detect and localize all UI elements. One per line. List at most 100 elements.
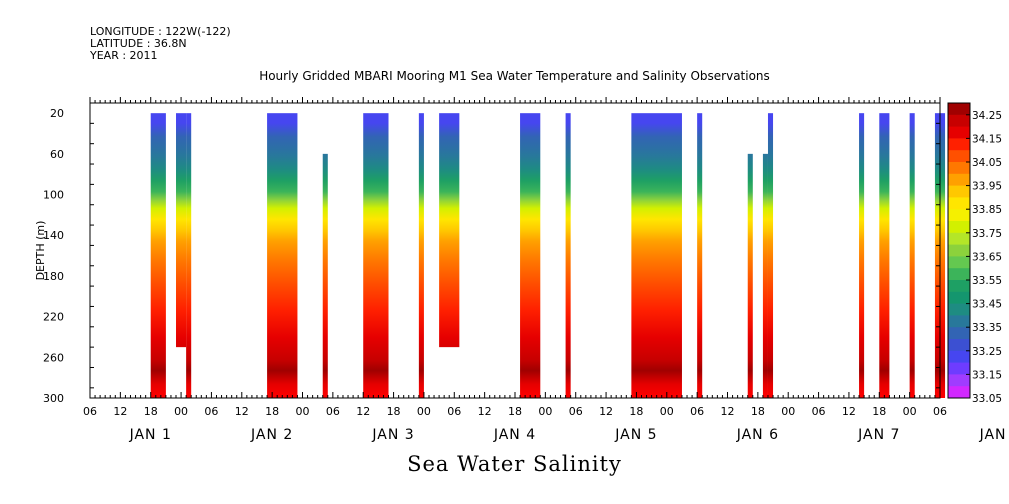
- colorbar-swatch: [948, 362, 970, 375]
- colorbar-label: 33.95: [972, 181, 1002, 193]
- colorbar-swatch: [948, 197, 970, 210]
- colorbar-swatch: [948, 232, 970, 245]
- x-hour-tick-label: 12: [356, 405, 370, 418]
- x-hour-tick-label: 00: [417, 405, 431, 418]
- x-day-label: JAN 8: [979, 427, 1009, 443]
- colorbar-label: 34.25: [972, 110, 1002, 122]
- colorbar-swatch: [948, 350, 970, 363]
- colorbar-label: 33.05: [972, 393, 1002, 405]
- x-hour-tick-label: 06: [83, 405, 97, 418]
- colorbar-swatch: [948, 221, 970, 234]
- x-hour-tick-label: 18: [265, 405, 279, 418]
- colorbar-swatch: [948, 209, 970, 222]
- data-segment-15: [767, 113, 774, 398]
- x-hour-tick-label: 00: [174, 405, 188, 418]
- x-hour-tick-label: 00: [660, 405, 674, 418]
- x-day-label: JAN 1: [129, 427, 172, 443]
- y-tick-label: 260: [43, 351, 64, 364]
- colorbar-label: 33.15: [972, 369, 1002, 381]
- x-hour-tick-label: 18: [508, 405, 522, 418]
- x-hour-tick-label: 06: [326, 405, 340, 418]
- x-hour-tick-label: 06: [447, 405, 461, 418]
- colorbar-swatch: [948, 256, 970, 269]
- colorbar-swatch: [948, 339, 970, 352]
- colorbar-swatch: [948, 303, 970, 316]
- colorbar-label: 33.45: [972, 299, 1002, 311]
- x-hour-tick-label: 12: [721, 405, 735, 418]
- data-segment-1: [150, 113, 166, 398]
- x-hour-tick-label: 18: [629, 405, 643, 418]
- data-segment-18: [909, 113, 915, 398]
- x-hour-tick-label: 12: [478, 405, 492, 418]
- colorbar-swatch: [948, 173, 970, 186]
- y-tick-label: 300: [43, 392, 64, 405]
- x-hour-tick-label: 00: [538, 405, 552, 418]
- colorbar-swatch: [948, 103, 970, 116]
- colorbar-swatch: [948, 126, 970, 139]
- x-day-label: JAN 7: [857, 427, 900, 443]
- y-tick-label: 180: [43, 270, 64, 283]
- data-segment-2: [176, 113, 187, 348]
- x-day-label: JAN 2: [250, 427, 293, 443]
- plot-frame: [89, 102, 941, 399]
- x-hour-tick-label: 00: [903, 405, 917, 418]
- colorbar-swatch: [948, 268, 970, 281]
- x-hour-tick-label: 06: [812, 405, 826, 418]
- colorbar-label: 34.15: [972, 133, 1002, 145]
- data-segment-9: [520, 113, 541, 398]
- data-segment-14: [762, 153, 768, 398]
- colorbar-swatch: [948, 327, 970, 340]
- colorbar-swatch: [948, 114, 970, 127]
- colorbar-swatch: [948, 138, 970, 151]
- data-segment-4: [267, 113, 298, 398]
- x-day-label: JAN 5: [614, 427, 657, 443]
- colorbar-swatch: [948, 315, 970, 328]
- data-segment-8: [439, 113, 460, 348]
- x-hour-tick-label: 12: [599, 405, 613, 418]
- x-hour-tick-label: 12: [235, 405, 249, 418]
- data-segment-7: [418, 113, 424, 398]
- data-segment-17: [879, 113, 890, 398]
- data-segment-16: [859, 113, 865, 398]
- colorbar-label: 33.55: [972, 275, 1002, 287]
- colorbar-frame: [947, 102, 971, 399]
- data-segment-13: [747, 153, 753, 398]
- colorbar-label: 33.35: [972, 322, 1002, 334]
- x-hour-tick-label: 18: [751, 405, 765, 418]
- x-hour-tick-label: 06: [204, 405, 218, 418]
- x-hour-tick-label: 18: [144, 405, 158, 418]
- data-segment-3: [186, 113, 192, 398]
- colorbar-label: 33.65: [972, 251, 1002, 263]
- chart-title: Hourly Gridded MBARI Mooring M1 Sea Wate…: [259, 69, 770, 83]
- x-hour-tick-label: 06: [933, 405, 947, 418]
- y-tick-label: 20: [50, 107, 64, 120]
- x-hour-tick-label: 18: [387, 405, 401, 418]
- y-tick-label: 140: [43, 229, 64, 242]
- data-segment-10: [565, 113, 571, 398]
- longitude-label: LONGITUDE : 122W(-122): [90, 25, 231, 38]
- x-hour-tick-label: 06: [569, 405, 583, 418]
- colorbar-label: 34.05: [972, 157, 1002, 169]
- data-segment-5: [322, 153, 328, 398]
- colorbar-swatch: [948, 150, 970, 163]
- variable-title: Sea Water Salinity: [407, 452, 622, 476]
- data-segment-6: [363, 113, 389, 398]
- colorbar-label: 33.85: [972, 204, 1002, 216]
- x-day-label: JAN 3: [371, 427, 414, 443]
- data-segment-11: [631, 113, 682, 398]
- colorbar-label: 33.75: [972, 228, 1002, 240]
- x-day-label: JAN 4: [493, 427, 536, 443]
- colorbar-swatch: [948, 291, 970, 304]
- colorbar-swatch: [948, 244, 970, 257]
- x-hour-tick-label: 00: [296, 405, 310, 418]
- colorbar-swatch: [948, 185, 970, 198]
- year-label: YEAR : 2011: [90, 49, 158, 62]
- latitude-label: LATITUDE : 36.8N: [90, 37, 187, 50]
- y-axis-label: DEPTH (m): [34, 221, 47, 281]
- x-hour-tick-label: 12: [113, 405, 127, 418]
- x-hour-tick-label: 06: [690, 405, 704, 418]
- colorbar-swatch: [948, 162, 970, 175]
- x-hour-tick-label: 18: [872, 405, 886, 418]
- colorbar-swatch: [948, 280, 970, 293]
